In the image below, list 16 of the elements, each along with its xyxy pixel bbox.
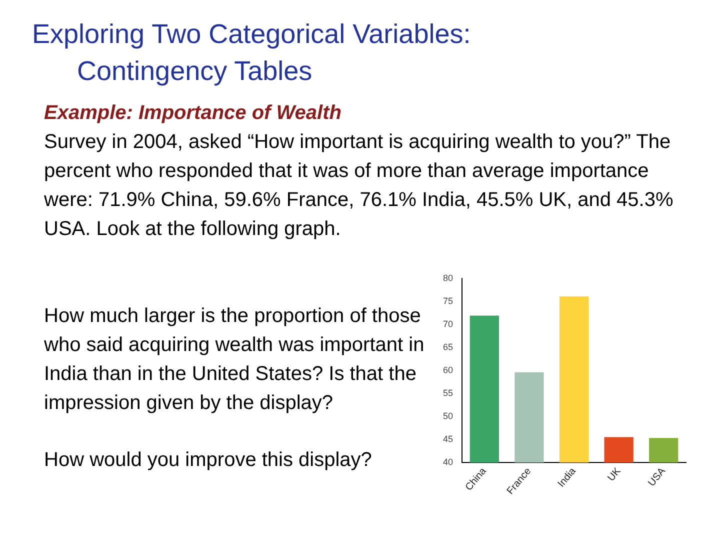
text: Survey in 2004, asked “How important is acquiring wealth to you?” The percent who responded that it was of more than average importance were: 71.9% China, 59.6% France, 76.1% India, 45.5% UK, and 45.3% USA. Look at the following graph. [44,130,674,242]
y-tick-label: 65 [442,342,454,352]
x-tick-label: USA [646,466,668,489]
y-tick-label: 50 [442,410,454,421]
y-tick-label: 40 [442,456,454,467]
y-tick-label: 45 [442,434,454,444]
y-tick-label: 75 [442,296,454,306]
text: How much larger is the proportion of those who said acquiring wealth was important in India than in the United States? Is that the impression given by the display? [44,304,426,416]
text: Example: Importance of Wealth [44,102,342,125]
chart-title: Exploring Two Categorical Variables: Contingency Tables [32,18,471,88]
x-tick-label: UK [606,466,624,484]
y-tick-label: 80 [442,272,454,283]
y-tick-label: 55 [442,388,454,398]
y-tick-label: 70 [442,318,454,329]
y-tick-label: 60 [442,364,454,375]
text: How would you improve this display? [44,448,373,473]
